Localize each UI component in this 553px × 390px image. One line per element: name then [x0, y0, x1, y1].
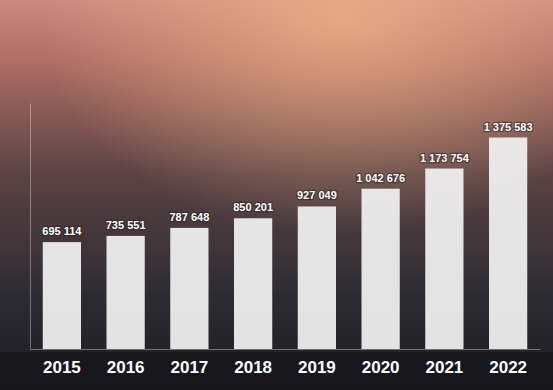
data-label: 1 375 583: [484, 121, 533, 133]
x-axis-line: [31, 349, 541, 350]
x-tick: 2021: [425, 349, 463, 377]
bar: [362, 189, 400, 349]
bar: [170, 228, 208, 349]
bar: [425, 169, 463, 349]
x-tick-label: 2018: [234, 358, 272, 377]
data-label: 850 201: [233, 201, 273, 213]
x-tick-label: 2017: [170, 358, 208, 377]
bar: [43, 242, 81, 349]
x-tick-label: 2022: [489, 358, 527, 377]
x-tick: 2019: [298, 349, 336, 377]
bar: [234, 218, 272, 349]
chart: 2015 2016 2017 2018 2019 2020 2021 2022 695 114 7…: [0, 0, 553, 390]
y-axis-line: [30, 104, 31, 350]
x-axis: 2015 2016 2017 2018 2019 2020 2021 2022: [31, 349, 541, 377]
x-tick: 2015: [43, 349, 81, 377]
data-label: 787 648: [169, 211, 209, 223]
data-labels: 695 114 735 551 787 648 850 201 927 049 1 042…: [42, 121, 532, 238]
x-tick-label: 2020: [362, 358, 400, 377]
data-label: 1 173 754: [420, 152, 470, 164]
plot: 2015 2016 2017 2018 2019 2020 2021 2022 695 114 7…: [31, 104, 541, 378]
x-tick-label: 2015: [43, 358, 81, 377]
x-tick: 2022: [489, 349, 527, 377]
x-tick: 2017: [170, 349, 208, 377]
label-strip: [0, 352, 553, 390]
data-label: 1 042 676: [356, 172, 405, 184]
bars: [43, 138, 528, 349]
x-tick-label: 2016: [107, 358, 145, 377]
data-label: 735 551: [106, 219, 146, 231]
background: [0, 0, 553, 390]
x-tick-label: 2021: [425, 358, 463, 377]
y-axis: [30, 104, 31, 350]
x-tick-label: 2019: [298, 358, 336, 377]
x-tick: 2016: [107, 349, 145, 377]
bar: [298, 206, 336, 349]
data-label: 695 114: [42, 225, 82, 237]
data-label: 927 049: [297, 189, 337, 201]
background-glow: [0, 0, 553, 390]
x-tick: 2020: [362, 349, 400, 377]
bar: [489, 138, 527, 349]
bar: [107, 236, 145, 349]
x-tick: 2018: [234, 349, 272, 377]
